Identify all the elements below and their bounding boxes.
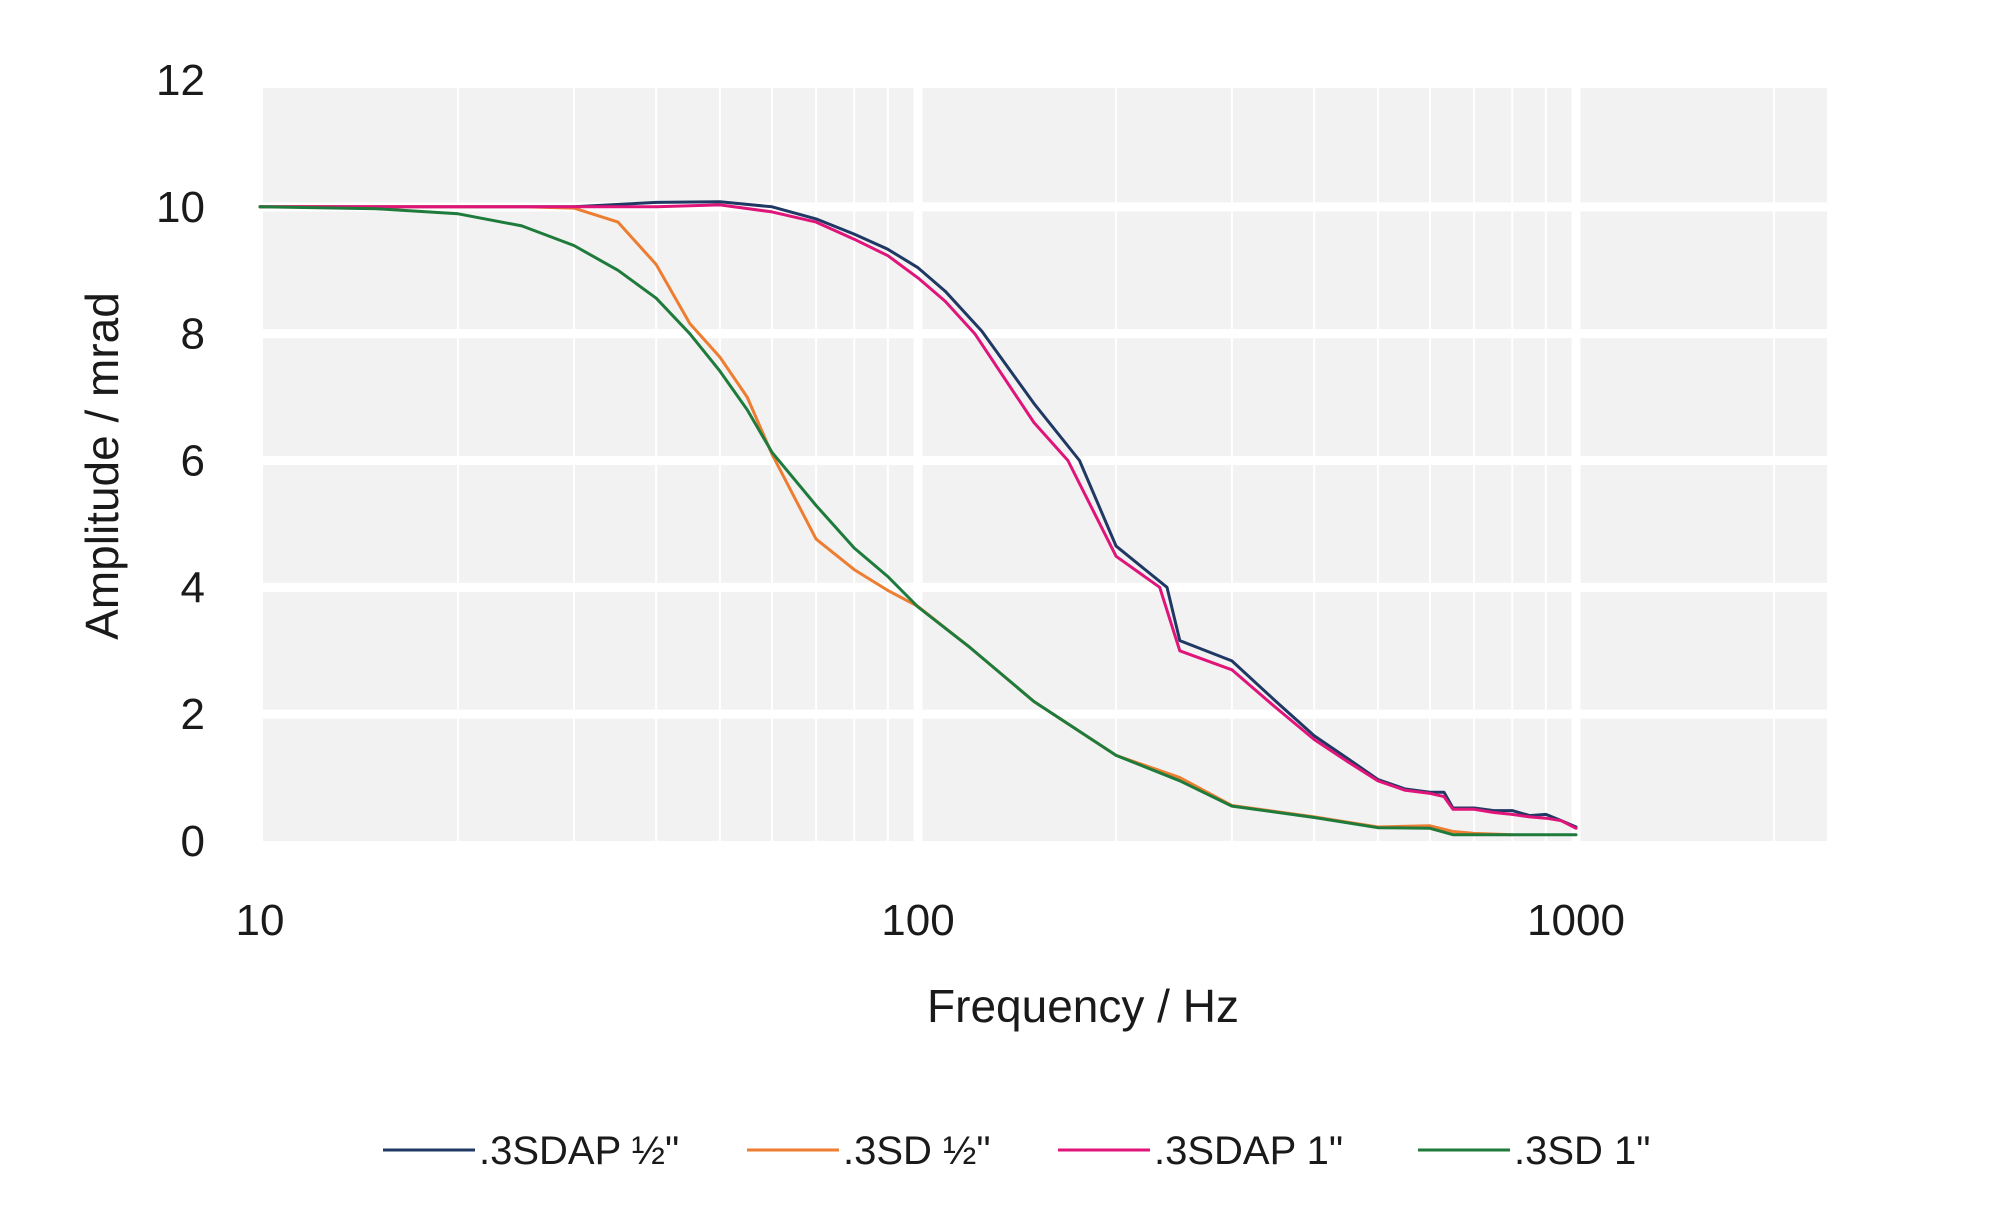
series-line-4 [258, 205, 1578, 837]
series-line-3 [258, 203, 1578, 830]
legend-item: .3SDAP ½" [383, 1129, 679, 1173]
y-tick-label: 2 [181, 690, 205, 739]
series-lines [258, 200, 1578, 837]
x-axis-tick-labels: 10 100 1000 [236, 896, 1625, 945]
legend-label: .3SDAP ½" [479, 1129, 679, 1173]
legend-label: .3SDAP 1" [1154, 1129, 1343, 1173]
y-tick-label: 10 [156, 183, 205, 232]
series-line-1 [258, 200, 1578, 829]
legend-item: .3SDAP 1" [1058, 1129, 1343, 1173]
y-tick-label: 6 [181, 437, 205, 486]
x-axis-title: Frequency / Hz [927, 980, 1239, 1032]
legend-item: .3SD 1" [1418, 1129, 1650, 1173]
legend: .3SDAP ½" .3SD ½" .3SDAP 1" .3SD 1" [383, 1129, 1650, 1173]
x-tick-label: 1000 [1527, 896, 1625, 945]
y-tick-label: 4 [181, 563, 205, 612]
legend-label: .3SD 1" [1514, 1129, 1650, 1173]
y-tick-label: 8 [181, 310, 205, 359]
x-tick-label: 100 [881, 896, 954, 945]
legend-label: .3SD ½" [843, 1129, 991, 1173]
y-tick-label: 12 [156, 56, 205, 105]
y-tick-label: 0 [181, 817, 205, 866]
y-axis-title: Amplitude / mrad [76, 292, 128, 640]
legend-item: .3SD ½" [747, 1129, 991, 1173]
y-axis-tick-labels: 0 2 4 6 8 10 12 [156, 56, 205, 866]
x-tick-label: 10 [236, 896, 285, 945]
